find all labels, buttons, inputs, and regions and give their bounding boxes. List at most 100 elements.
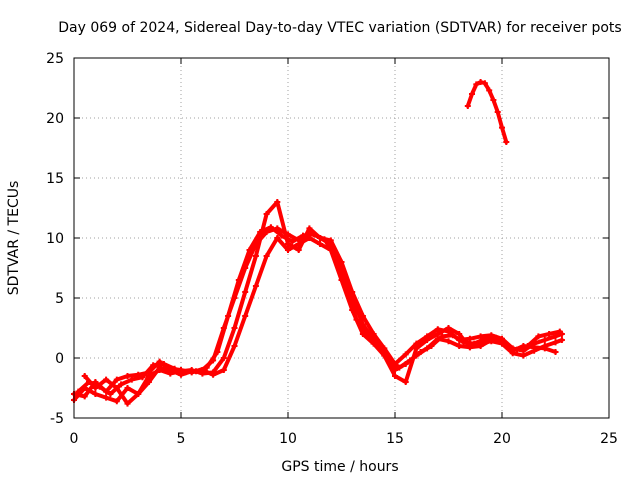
data-point [481, 335, 488, 342]
data-point [449, 332, 456, 339]
data-point [439, 333, 446, 340]
data-point [374, 343, 381, 349]
data-point [317, 241, 324, 247]
x-tick-labels: 0 5 10 15 20 25 [70, 431, 618, 447]
y-tick-label: 0 [55, 351, 64, 367]
data-point [460, 339, 467, 346]
x-tick-label: 0 [70, 431, 79, 447]
data-point [139, 374, 146, 381]
data-point [445, 338, 452, 345]
data-point [295, 247, 302, 253]
data-point [445, 325, 452, 331]
data-point [306, 225, 313, 232]
data-point [289, 238, 296, 245]
data-point [103, 394, 110, 401]
data-point [257, 229, 264, 235]
data-point [118, 381, 125, 388]
x-axis-label: GPS time / hours [281, 459, 398, 475]
data-point [477, 343, 484, 349]
y-tick-label: 15 [46, 171, 64, 187]
data-point [332, 253, 339, 259]
data-point [342, 283, 349, 289]
data-point [182, 369, 189, 376]
data-point [364, 333, 371, 340]
data-point [113, 398, 120, 405]
data-point [210, 371, 217, 378]
data-point [531, 344, 538, 351]
data-point [552, 349, 559, 355]
data-point [124, 373, 131, 379]
data-point [424, 337, 431, 343]
data-point [274, 199, 281, 205]
x-tick-label: 5 [177, 431, 186, 447]
data-point [471, 340, 478, 347]
data-point [124, 400, 131, 407]
data-point [263, 253, 270, 259]
data-point [242, 289, 249, 295]
data-point [402, 351, 409, 358]
x-tick-label: 10 [279, 431, 297, 447]
data-point [434, 331, 441, 337]
data-point [413, 345, 420, 352]
data-point [203, 364, 210, 371]
data-point [160, 361, 167, 367]
data-point [145, 379, 152, 385]
data-point [481, 80, 488, 87]
data-point [107, 391, 114, 397]
axis-ticks [73, 57, 610, 419]
data-point [193, 368, 199, 375]
data-point [235, 277, 242, 283]
x-tick-label: 15 [386, 431, 404, 447]
data-point [535, 333, 542, 340]
data-point [466, 335, 473, 342]
data-point [92, 391, 99, 397]
data-point [103, 376, 110, 383]
data-point [135, 391, 142, 397]
x-tick-label: 25 [600, 431, 618, 447]
series-satellite-trace-4 [75, 224, 563, 397]
data-point [546, 331, 553, 337]
data-point [524, 343, 531, 349]
data-point [477, 333, 484, 340]
data-point [274, 235, 281, 241]
data-point [392, 373, 398, 379]
y-tick-label: -5 [50, 411, 64, 427]
data-point [385, 355, 392, 361]
data-point [464, 103, 471, 109]
data-point [81, 373, 88, 379]
data-point [556, 328, 563, 335]
data-point [477, 79, 484, 85]
data-point [86, 379, 92, 385]
data-point [214, 349, 221, 355]
data-point [466, 344, 473, 351]
data-point [558, 337, 565, 343]
data-point [171, 365, 178, 372]
series-line [465, 80, 509, 144]
data-point [494, 109, 501, 115]
y-tick-label: 10 [46, 231, 64, 247]
data-point [220, 367, 227, 373]
data-point [456, 331, 463, 337]
data-point [225, 313, 232, 319]
data-point [407, 357, 413, 364]
data-point [246, 247, 253, 253]
data-point [96, 383, 103, 390]
data-point [492, 334, 499, 341]
y-axis-label: SDTVAR / TECUs [6, 181, 22, 296]
data-point [220, 355, 227, 361]
data-point [75, 388, 82, 395]
data-point [300, 232, 306, 239]
data-point [81, 393, 88, 400]
data-point [242, 313, 249, 319]
data-point [396, 364, 403, 371]
y-tick-labels: -5 0 5 10 15 20 25 [46, 51, 64, 427]
y-tick-label: 25 [46, 51, 64, 67]
data-point [278, 232, 285, 239]
data-point [310, 231, 317, 238]
data-point [417, 349, 424, 355]
data-point [541, 337, 548, 343]
data-point [473, 81, 480, 88]
data-point [128, 376, 135, 383]
data-point [252, 283, 259, 289]
series-line [76, 225, 562, 396]
